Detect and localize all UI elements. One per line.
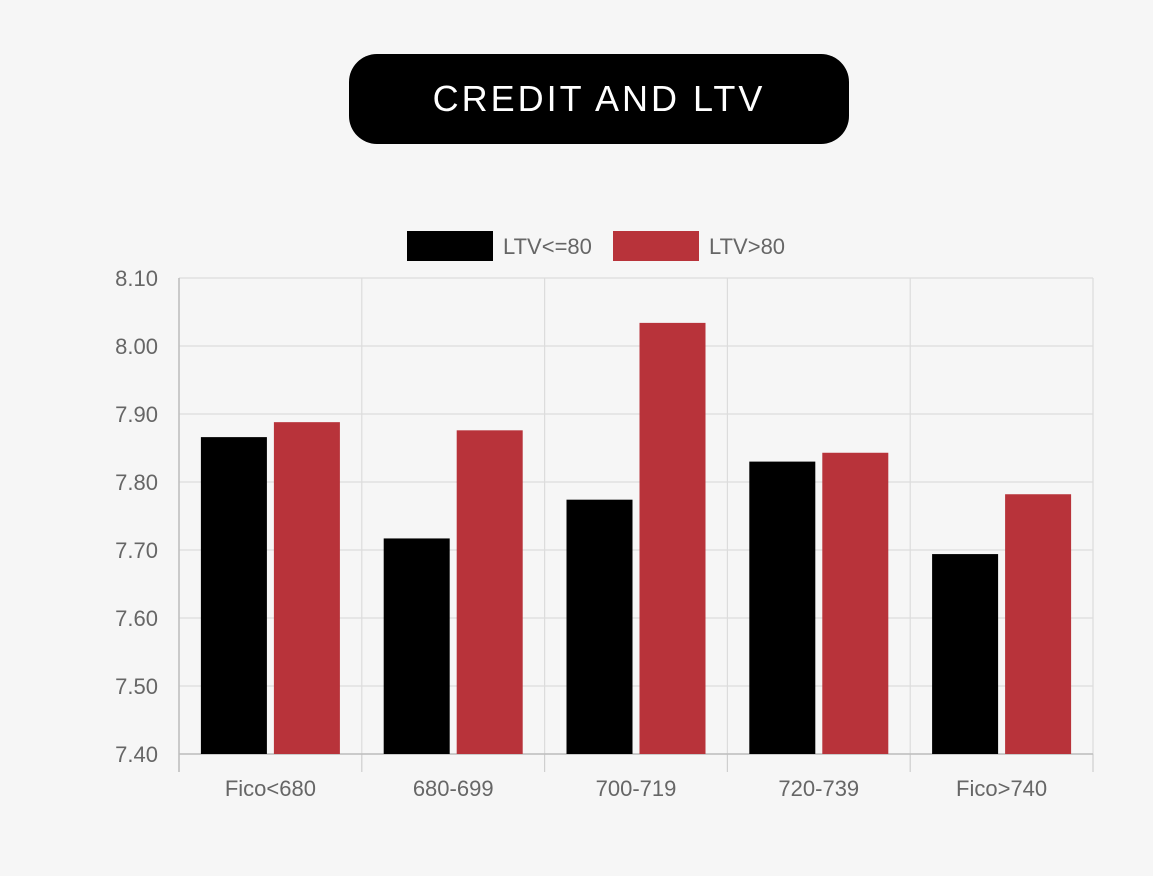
bar-ltv-le-80-0 <box>200 437 267 754</box>
bar-ltv-gt-80-3 <box>822 452 889 754</box>
y-tick-label: 7.90 <box>115 402 158 427</box>
x-tick-label: 680-699 <box>413 776 494 801</box>
y-tick-label: 7.60 <box>115 606 158 631</box>
y-tick-label: 7.70 <box>115 538 158 563</box>
legend-label: LTV<=80 <box>503 234 592 259</box>
bar-ltv-gt-80-0 <box>273 422 340 754</box>
x-tick-label: Fico<680 <box>225 776 316 801</box>
x-tick-label: 720-739 <box>778 776 859 801</box>
bar-ltv-gt-80-2 <box>639 322 706 754</box>
x-tick-label: 700-719 <box>596 776 677 801</box>
x-axis-ticks: Fico<680 680-699 700-719 720-739 Fico>740 <box>225 776 1047 801</box>
bar-ltv-gt-80-4 <box>1005 494 1072 754</box>
bar-ltv-gt-80-1 <box>456 430 523 754</box>
bar-ltv-le-80-4 <box>932 554 999 754</box>
bar-ltv-le-80-2 <box>566 499 633 754</box>
y-axis-ticks: 8.10 8.00 7.90 7.80 7.70 7.60 7.50 7.40 <box>115 266 158 767</box>
y-tick-label: 8.10 <box>115 266 158 291</box>
chart-title: CREDIT AND LTV <box>349 54 849 144</box>
y-tick-label: 8.00 <box>115 334 158 359</box>
bars <box>200 322 1072 754</box>
bar-ltv-le-80-1 <box>383 538 450 754</box>
x-tick-label: Fico>740 <box>956 776 1047 801</box>
legend-swatch <box>407 231 493 261</box>
bar-ltv-le-80-3 <box>749 461 816 754</box>
y-tick-label: 7.80 <box>115 470 158 495</box>
legend-label: LTV>80 <box>709 234 785 259</box>
legend: LTV<=80 LTV>80 <box>407 231 785 261</box>
legend-swatch <box>613 231 699 261</box>
y-tick-label: 7.40 <box>115 742 158 767</box>
y-tick-label: 7.50 <box>115 674 158 699</box>
